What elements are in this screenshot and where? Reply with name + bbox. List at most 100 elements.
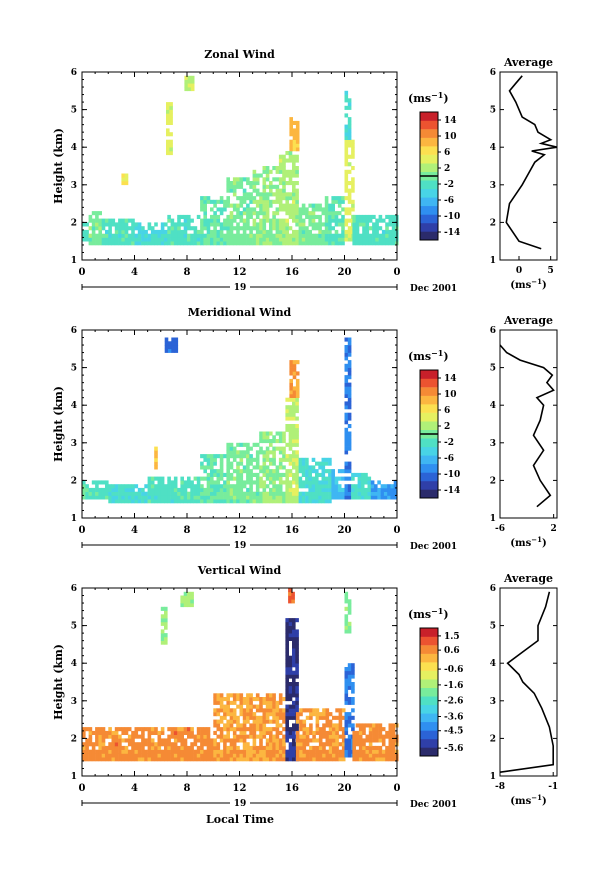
heatmap-cell xyxy=(301,472,306,477)
heatmap-cell xyxy=(236,461,240,466)
heatmap-cell xyxy=(272,166,276,171)
heatmap-cell xyxy=(259,222,263,227)
heatmap-cell xyxy=(355,749,360,754)
heatmap-cell xyxy=(288,708,293,713)
heatmap-cell xyxy=(154,461,158,466)
heatmap-cell xyxy=(147,226,152,231)
heatmap-cell xyxy=(223,708,227,713)
heatmap-cell xyxy=(344,712,349,717)
heatmap-cell xyxy=(332,727,336,732)
heatmap-cell xyxy=(242,480,247,485)
heatmap-cell xyxy=(352,222,356,227)
heatmap-cell xyxy=(347,712,352,717)
heatmap-cell xyxy=(190,480,194,485)
heatmap-cell xyxy=(259,431,263,436)
heatmap-cell xyxy=(295,128,300,133)
heatmap-cell xyxy=(292,712,296,717)
heatmap-cell xyxy=(334,218,339,223)
heatmap-cell xyxy=(278,476,283,481)
heatmap-cell xyxy=(95,753,99,758)
heatmap-cell xyxy=(203,734,207,739)
heatmap-cell xyxy=(308,491,312,496)
heatmap-cell xyxy=(354,487,358,492)
heatmap-cell xyxy=(269,203,273,208)
heatmap-cell xyxy=(344,375,349,380)
heatmap-cell xyxy=(150,241,155,246)
heatmap-cell xyxy=(216,233,221,238)
heatmap-cell xyxy=(232,697,237,702)
heatmap-cell xyxy=(344,211,349,216)
heatmap-cell xyxy=(255,192,260,197)
heatmap-cell xyxy=(203,465,207,470)
heatmap-cell xyxy=(380,487,385,492)
heatmap-cell xyxy=(180,727,184,732)
heatmap-cell xyxy=(388,214,393,219)
heatmap-cell xyxy=(328,712,333,717)
heatmap-cell xyxy=(246,476,250,481)
heatmap-cell xyxy=(134,222,139,227)
heatmap-cell xyxy=(351,151,355,156)
heatmap-cell xyxy=(334,211,339,216)
heatmap-cell xyxy=(324,495,329,500)
heatmap-cell xyxy=(242,484,247,489)
heatmap-cell xyxy=(200,476,204,481)
heatmap-cell xyxy=(302,723,307,728)
heatmap-cell xyxy=(282,233,286,238)
heatmap-cell xyxy=(177,738,181,743)
heatmap-cell xyxy=(288,704,293,709)
heatmap-cell xyxy=(347,742,352,747)
heatmap-cell xyxy=(255,704,260,709)
heatmap-cell xyxy=(388,241,393,246)
heatmap-cell xyxy=(305,491,309,496)
heatmap-cell xyxy=(177,233,181,238)
heatmap-cell xyxy=(352,749,356,754)
heatmap-cell xyxy=(335,738,339,743)
heatmap-cell xyxy=(232,730,237,735)
heatmap-cell xyxy=(265,199,270,204)
heatmap-cell xyxy=(388,730,393,735)
heatmap-cell xyxy=(360,476,365,481)
heatmap-cell xyxy=(134,727,139,732)
profile-line xyxy=(499,344,555,508)
heatmap-cell xyxy=(242,723,247,728)
heatmap-cell xyxy=(190,218,194,223)
heatmap-cell xyxy=(232,749,237,754)
heatmap-cell xyxy=(121,730,125,735)
heatmap-cell xyxy=(105,241,109,246)
heatmap-cell xyxy=(328,487,332,492)
heatmap-cell xyxy=(121,727,125,732)
profile-y-tick-label: 3 xyxy=(490,439,496,449)
heatmap-cell xyxy=(246,491,250,496)
heatmap-cell xyxy=(352,757,356,762)
heatmap-cell xyxy=(278,241,283,246)
heatmap-cell xyxy=(288,685,293,690)
heatmap-cell xyxy=(381,753,386,758)
heatmap-cell xyxy=(282,734,286,739)
heatmap-cell xyxy=(325,753,330,758)
profile-y-tick-label: 6 xyxy=(490,326,496,336)
heatmap-cell xyxy=(269,188,273,193)
heatmap-cell xyxy=(295,719,300,724)
heatmap-cell xyxy=(111,499,116,504)
heatmap-cell xyxy=(262,450,267,455)
heatmap-cell xyxy=(318,222,322,227)
heatmap-cell xyxy=(206,499,211,504)
colorbar-tick-label: 10 xyxy=(444,132,457,142)
heatmap-cell xyxy=(118,749,122,754)
heatmap-cell xyxy=(334,476,339,481)
heatmap-cell xyxy=(344,416,349,421)
heatmap-cell xyxy=(239,457,244,462)
heatmap-cell xyxy=(190,591,194,596)
heatmap-cell xyxy=(137,229,142,234)
heatmap-cell xyxy=(332,730,336,735)
heatmap-cell xyxy=(347,199,352,204)
heatmap-cell xyxy=(278,446,283,451)
heatmap-cell xyxy=(265,450,270,455)
heatmap-cell xyxy=(347,98,352,103)
heatmap-cell xyxy=(288,621,293,626)
heatmap-cell xyxy=(351,663,355,668)
heatmap-cell xyxy=(173,476,178,481)
heatmap-cell xyxy=(164,491,168,496)
heatmap-cell xyxy=(246,233,250,238)
